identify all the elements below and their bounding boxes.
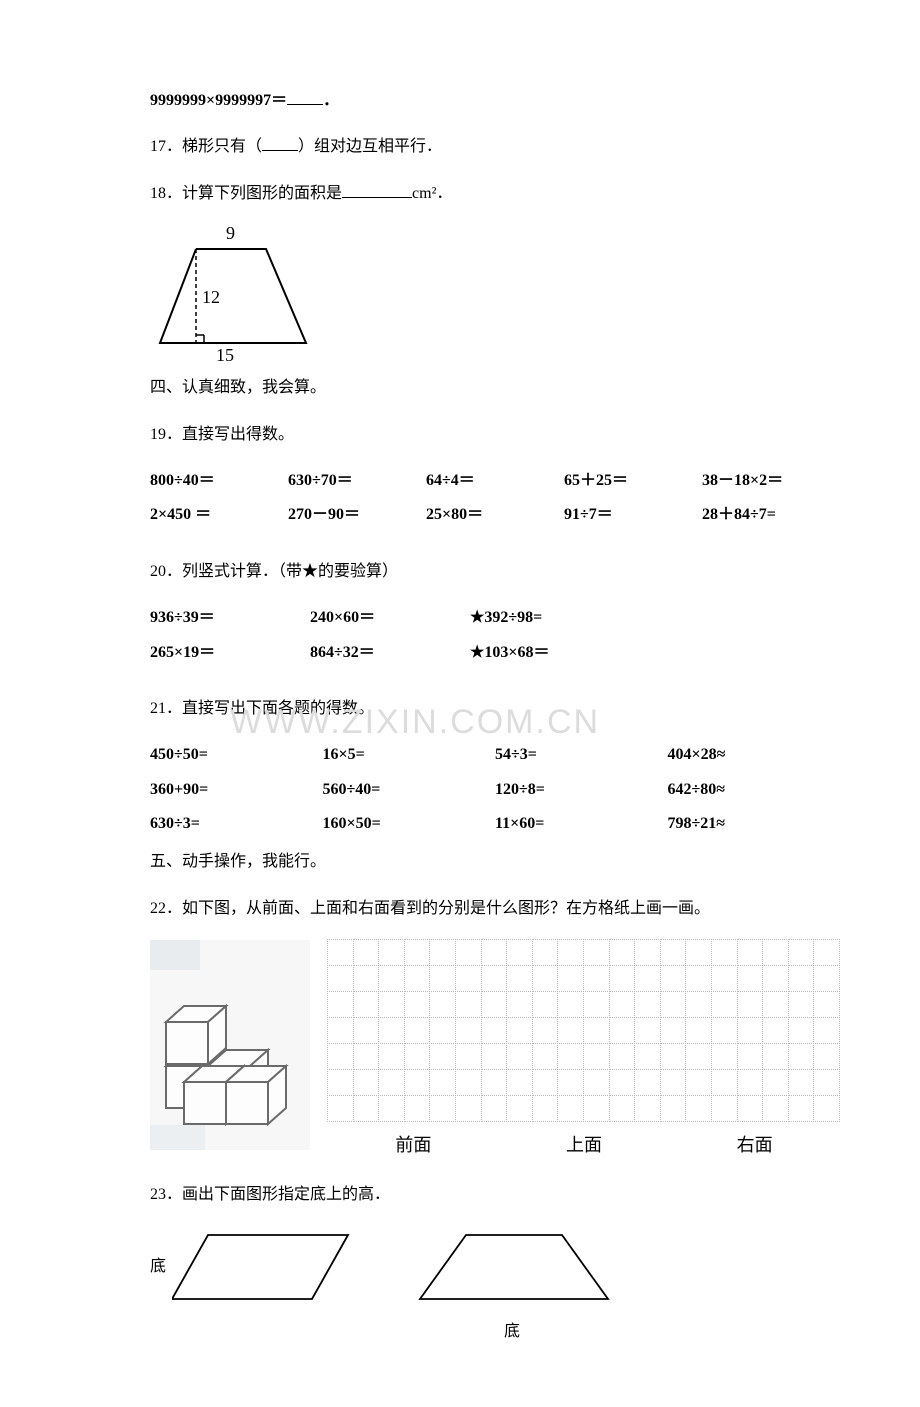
q21-r2c2: 560÷40=: [323, 775, 496, 805]
q19-r1c1: 800÷40＝: [150, 466, 288, 496]
q17-text: 17．梯形只有（: [150, 138, 262, 155]
trapezoid-figure: 9 12 15: [146, 225, 840, 365]
q23-figures: 底 底: [150, 1227, 840, 1347]
parallelogram-shape: [172, 1235, 348, 1299]
q20-r1c3: ★392÷98=: [470, 603, 590, 633]
trap-outline: [160, 249, 306, 343]
q20-r2c1: 265×19＝: [150, 638, 270, 668]
trapezoid-svg: 9 12 15: [146, 225, 326, 365]
q21-row3: 630÷3= 160×50= 11×60= 798÷21≈: [150, 809, 840, 839]
q19-r2c2: 270－90＝: [288, 500, 426, 530]
q21-r3c2: 160×50=: [323, 809, 496, 839]
q22: 22．如下图，从前面、上面和右面看到的分别是什么图形？在方格纸上画一画。: [150, 894, 840, 924]
q20-r2c2: 864÷32＝: [310, 638, 430, 668]
trapezoid2-svg: [412, 1227, 612, 1317]
q21-r3c3: 11×60=: [495, 809, 668, 839]
q19-row1: 800÷40＝ 630÷70＝ 64÷4＝ 65＋25＝ 38－18×2＝: [150, 466, 840, 496]
q20-row1: 936÷39＝ 240×60＝ ★392÷98=: [150, 603, 590, 633]
q17-blank: [262, 133, 298, 152]
q19-r1c3: 64÷4＝: [426, 466, 564, 496]
cube-stack-svg: [150, 940, 310, 1150]
cube-front-right: [226, 1066, 286, 1124]
q19-r2c1: 2×450 ＝: [150, 500, 288, 530]
section5-title: 五、动手操作，我能行。: [150, 847, 840, 877]
q18-blank: [342, 179, 412, 198]
q20-row2: 265×19＝ 864÷32＝ ★103×68＝: [150, 638, 590, 668]
para-base-label: 底: [150, 1252, 166, 1282]
q20-r1c2: 240×60＝: [310, 603, 430, 633]
scan-smudge1: [150, 940, 200, 970]
q19: 19．直接写出得数。: [150, 420, 840, 450]
q21: 21．直接写出下面各题的得数。: [150, 694, 840, 724]
q17-tail: ）组对边互相平行．: [298, 138, 442, 155]
q21-r2c3: 120÷8=: [495, 775, 668, 805]
q21-r2c4: 642÷80≈: [668, 775, 841, 805]
q19-rows: 800÷40＝ 630÷70＝ 64÷4＝ 65＋25＝ 38－18×2＝ 2×…: [150, 466, 840, 531]
q16-period: ．: [323, 92, 339, 109]
label-right: 右面: [737, 1128, 773, 1162]
scan-smudge2: [150, 1125, 205, 1150]
trap-top-label: 9: [226, 225, 235, 243]
q18-unit: cm²．: [412, 185, 452, 202]
q19-r2c3: 25×80＝: [426, 500, 564, 530]
q21-r3c4: 798÷21≈: [668, 809, 841, 839]
label-front: 前面: [395, 1128, 431, 1162]
trap2-base-label: 底: [412, 1317, 612, 1347]
q17: 17．梯形只有（ ）组对边互相平行．: [150, 132, 840, 162]
q20-r1c1: 936÷39＝: [150, 603, 270, 633]
q19-r1c2: 630÷70＝: [288, 466, 426, 496]
trapezoid2-shape: [420, 1235, 608, 1299]
q21-rows: 450÷50= 16×5= 54÷3= 404×28≈ 360+90= 560÷…: [150, 740, 840, 839]
label-top: 上面: [566, 1128, 602, 1162]
trapezoid2-wrap: 底: [412, 1227, 612, 1347]
q21-r1c2: 16×5=: [323, 740, 496, 770]
q21-row1: 450÷50= 16×5= 54÷3= 404×28≈: [150, 740, 840, 770]
q21-r1c4: 404×28≈: [668, 740, 841, 770]
answer-grid: [328, 940, 840, 1122]
trap-height-label: 12: [202, 287, 220, 307]
q19-r2c4: 91÷7＝: [564, 500, 702, 530]
q20-r2c3: ★103×68＝: [470, 638, 590, 668]
q21-row2: 360+90= 560÷40= 120÷8= 642÷80≈: [150, 775, 840, 805]
q16-blank: [287, 86, 323, 105]
q18-text: 18．计算下列图形的面积是: [150, 185, 342, 202]
q20-rows: 936÷39＝ 240×60＝ ★392÷98= 265×19＝ 864÷32＝…: [150, 603, 840, 668]
q21-r2c1: 360+90=: [150, 775, 323, 805]
q16-expr: 9999999×9999997＝: [150, 92, 287, 109]
q19-row2: 2×450 ＝ 270－90＝ 25×80＝ 91÷7＝ 28＋84÷7=: [150, 500, 840, 530]
q21-r3c1: 630÷3=: [150, 809, 323, 839]
q16-line: 9999999×9999997＝ ．: [150, 86, 840, 116]
trap-bottom-label: 15: [216, 345, 234, 365]
section4-title: 四、认真细致，我会算。: [150, 373, 840, 403]
q21-r1c3: 54÷3=: [495, 740, 668, 770]
q19-r2c5: 28＋84÷7=: [702, 500, 840, 530]
q18: 18．计算下列图形的面积是 cm²．: [150, 179, 840, 209]
grid-labels: 前面 上面 右面: [328, 1128, 840, 1162]
cube-top: [166, 1006, 226, 1064]
parallelogram-wrap: 底: [150, 1227, 352, 1307]
q19-r1c4: 65＋25＝: [564, 466, 702, 496]
q22-figure-row: 前面 上面 右面: [150, 940, 840, 1162]
q21-wrap: WWW.ZIXIN.COM.CN 21．直接写出下面各题的得数。: [150, 694, 840, 724]
parallelogram-svg: [172, 1227, 352, 1307]
answer-grid-wrap: 前面 上面 右面: [328, 940, 840, 1162]
q21-r1c1: 450÷50=: [150, 740, 323, 770]
q19-r1c5: 38－18×2＝: [702, 466, 840, 496]
q20: 20．列竖式计算．（带★的要验算）: [150, 557, 840, 587]
q23: 23．画出下面图形指定底上的高．: [150, 1180, 840, 1210]
